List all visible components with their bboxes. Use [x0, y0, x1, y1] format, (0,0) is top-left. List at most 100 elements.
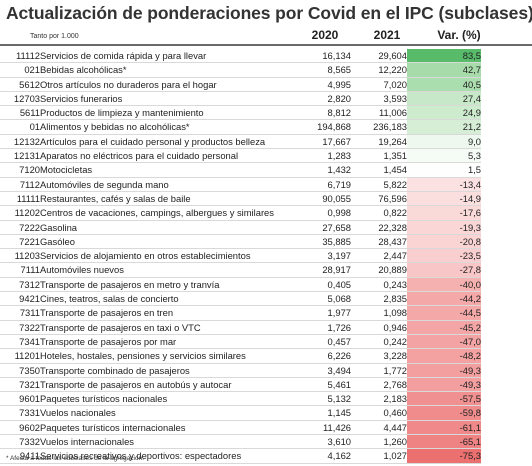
row-value-2021: 0,946: [351, 320, 407, 335]
row-value-2020: 3,610: [293, 434, 351, 450]
row-name: Cines, teatros, salas de concierto: [40, 291, 293, 307]
row-code: 9421: [0, 291, 40, 307]
table-row: 7112 Automóviles de segunda mano 6,719 5,82…: [0, 177, 481, 192]
table-row: 11112 Servicios de comida rápida y para l…: [0, 49, 481, 64]
units-note: Tanto por 1.000: [30, 33, 79, 40]
row-variation: -40,0: [407, 277, 481, 293]
row-name: Productos de limpieza y mantenimiento: [40, 105, 293, 121]
row-variation: -44,5: [407, 305, 481, 321]
row-variation: 5,3: [407, 148, 481, 164]
row-code: 7222: [0, 220, 40, 235]
row-value-2021: 236,183: [351, 119, 407, 135]
row-value-2021: 22,328: [351, 220, 407, 235]
table-row: 7341 Transporte de pasajeros por mar 0,457…: [0, 334, 481, 350]
row-name: Transporte de pasajeros en tren: [40, 305, 293, 321]
row-code: 7332: [0, 434, 40, 450]
table-row: 9411 Servicios recreativos y deportivos: …: [0, 448, 481, 464]
row-variation: -65,1: [407, 434, 481, 450]
row-variation: -44,2: [407, 291, 481, 307]
row-variation: -17,6: [407, 205, 481, 221]
row-value-2020: 2,820: [293, 91, 351, 107]
row-value-2021: 76,596: [351, 191, 407, 207]
row-variation: -49,3: [407, 363, 481, 378]
row-variation: 24,9: [407, 105, 481, 121]
row-code: 11203: [0, 248, 40, 264]
table-row: 7222 Gasolina 27,658 22,328 -19,3: [0, 220, 481, 235]
row-value-2021: 1,351: [351, 148, 407, 164]
row-value-2021: 29,604: [351, 49, 407, 64]
row-name: Servicios de comida rápida y para llevar: [40, 49, 293, 64]
row-variation: -59,8: [407, 405, 481, 421]
table-row: 7322 Transporte de pasajeros en taxi o VT…: [0, 320, 481, 335]
row-value-2020: 27,658: [293, 220, 351, 235]
row-value-2020: 0,998: [293, 205, 351, 221]
row-variation: -45,2: [407, 320, 481, 335]
row-value-2020: 1,432: [293, 162, 351, 178]
row-value-2021: 11,006: [351, 105, 407, 121]
row-code: 12132: [0, 134, 40, 150]
row-value-2020: 6,226: [293, 348, 351, 364]
row-variation: -47,0: [407, 334, 481, 350]
row-name: Paquetes turísticos nacionales: [40, 391, 293, 407]
row-variation: -49,3: [407, 377, 481, 393]
row-value-2020: 35,885: [293, 234, 351, 250]
row-variation: -19,3: [407, 220, 481, 235]
table-row: 01 Alimentos y bebidas no alcohólicas* 194…: [0, 119, 481, 135]
row-variation: 40,5: [407, 77, 481, 92]
row-value-2020: 11,426: [293, 420, 351, 436]
column-header-2020: 2020: [311, 28, 339, 42]
row-name: Servicios recreativos y deportivos: espe…: [40, 448, 293, 464]
table-row: 7331 Vuelos nacionales 1,145 0,460 -59,8: [0, 405, 481, 421]
table-row: 12132 Artículos para el cuidado personal …: [0, 134, 481, 150]
row-name: Transporte de pasajeros en autobús y aut…: [40, 377, 293, 393]
row-name: Alimentos y bebidas no alcohólicas*: [40, 119, 293, 135]
row-value-2021: 0,822: [351, 205, 407, 221]
row-code: 7120: [0, 162, 40, 178]
row-value-2021: 2,183: [351, 391, 407, 407]
row-name: Transporte de pasajeros en taxi o VTC: [40, 320, 293, 335]
row-value-2020: 90,055: [293, 191, 351, 207]
row-value-2020: 1,283: [293, 148, 351, 164]
row-variation: -57,5: [407, 391, 481, 407]
row-value-2021: 0,460: [351, 405, 407, 421]
row-value-2021: 1,098: [351, 305, 407, 321]
header-divider: [0, 44, 532, 46]
row-variation: -14,9: [407, 191, 481, 207]
row-code: 11201: [0, 348, 40, 364]
row-name: Paquetes turísticos internacionales: [40, 420, 293, 436]
row-variation: -48,2: [407, 348, 481, 364]
row-value-2020: 5,461: [293, 377, 351, 393]
row-name: Vuelos nacionales: [40, 405, 293, 421]
row-value-2020: 0,457: [293, 334, 351, 350]
table-row: 11203 Servicios de alojamiento en otros e…: [0, 248, 481, 264]
row-name: Artículos para el cuidado personal y pro…: [40, 134, 293, 150]
row-code: 11202: [0, 205, 40, 221]
row-variation: 27,4: [407, 91, 481, 107]
row-name: Motocicletas: [40, 162, 293, 178]
row-value-2021: 20,889: [351, 262, 407, 278]
row-value-2021: 4,447: [351, 420, 407, 436]
row-value-2021: 0,243: [351, 277, 407, 293]
row-name: Servicios funerarios: [40, 91, 293, 107]
row-variation: 21,2: [407, 119, 481, 135]
row-code: 7312: [0, 277, 40, 293]
table-row: 7321 Transporte de pasajeros en autobús y…: [0, 377, 481, 393]
row-value-2021: 1,027: [351, 448, 407, 464]
row-variation: -75,3: [407, 448, 481, 464]
row-code: 7350: [0, 363, 40, 378]
row-value-2021: 3,228: [351, 348, 407, 364]
table-row: 12703 Servicios funerarios 2,820 3,593 27,4: [0, 91, 481, 107]
page-title: Actualización de ponderaciones por Covid…: [6, 3, 532, 23]
row-value-2021: 1,454: [351, 162, 407, 178]
row-name: Otros artículos no duraderos para el hog…: [40, 77, 293, 92]
row-name: Automóviles nuevos: [40, 262, 293, 278]
row-value-2020: 1,726: [293, 320, 351, 335]
table-row: 5612 Otros artículos no duraderos para el…: [0, 77, 481, 92]
row-value-2020: 194,868: [293, 119, 351, 135]
column-header-var: Var. (%): [437, 28, 481, 42]
row-name: Transporte combinado de pasajeros: [40, 363, 293, 378]
table-row: 7312 Transporte de pasajeros en metro y t…: [0, 277, 481, 293]
row-value-2020: 0,405: [293, 277, 351, 293]
row-name: Automóviles de segunda mano: [40, 177, 293, 192]
row-variation: 9,0: [407, 134, 481, 150]
